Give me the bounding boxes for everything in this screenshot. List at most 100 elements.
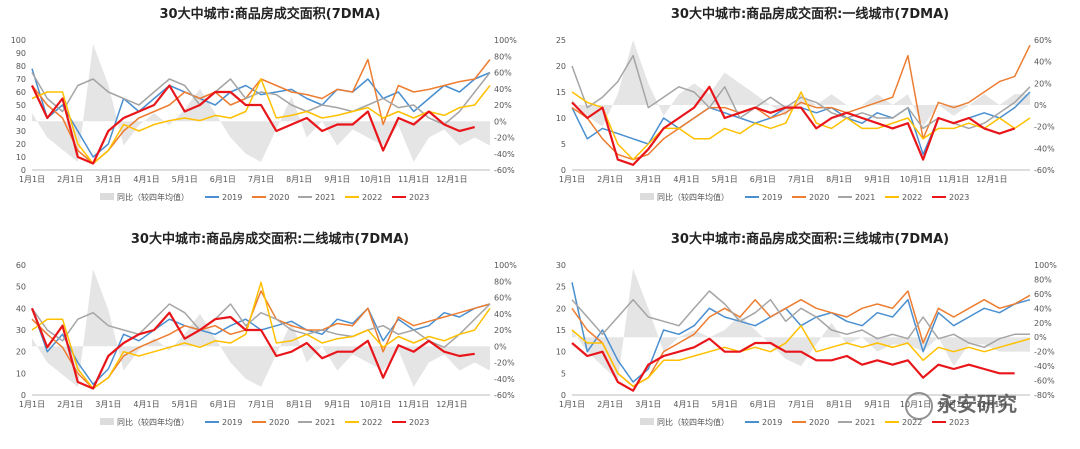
legend-swatch (100, 193, 114, 200)
x-tick-label: 2月1日 (597, 175, 623, 184)
x-tick-label: 3月1日 (95, 175, 121, 184)
y2-tick-label: 80% (1034, 275, 1052, 284)
legend-label: 同比（较四年均值） (657, 417, 729, 427)
series-line-2022 (31, 78, 491, 165)
y2-tick-label: -20% (494, 359, 515, 368)
chart-panel-tier1: 30大中城市:商品房成交面积:一线城市(7DMA) 0 5 10 15 20 25 -60% -… (540, 0, 1080, 224)
x-tick-label: 7月1日 (788, 175, 814, 184)
x-tick-label: 7月1日 (788, 400, 814, 409)
x-tick-label: 12月1日 (976, 400, 1007, 409)
x-tick-label: 10月1日 (900, 175, 931, 184)
series-line-2023 (31, 84, 475, 165)
legend-label: 2023 (949, 193, 969, 202)
y-tick-label: 100 (11, 36, 26, 45)
x-tick-label: 8月1日 (826, 175, 852, 184)
series-line-2020 (571, 44, 1031, 161)
legend-label: 2021 (855, 193, 875, 202)
watermark: 永安研究 (905, 388, 1017, 420)
y2-tick-label: 80% (494, 52, 512, 61)
y-tick-label: 10 (16, 369, 26, 378)
x-tick-label: 6月1日 (750, 175, 776, 184)
y-tick-label: 20 (16, 348, 26, 357)
x-tick-label: 3月1日 (95, 400, 121, 409)
y-tick-label: 0 (21, 391, 26, 400)
legend-label: 2019 (222, 418, 242, 427)
y2-tick-label: 0% (1034, 333, 1047, 342)
y2-tick-label: 60% (1034, 290, 1052, 299)
chart-tier2-svg: 30大中城市:商品房成交面积:二线城市(7DMA) 0 10 20 30 40 50 60 -6… (16, 231, 517, 427)
chart-tier1-svg: 30大中城市:商品房成交面积:一线城市(7DMA) 0 5 10 15 20 25 -60% -… (556, 6, 1055, 202)
x-tick-label: 7月1日 (248, 175, 274, 184)
x-tick-label: 1月1日 (559, 175, 585, 184)
chart-title: 30大中城市:商品房成交面积(7DMA) (159, 6, 380, 22)
y2-tick-label: 0% (494, 117, 507, 126)
y2-tick-label: 20% (494, 326, 512, 335)
series-line-2023 (571, 337, 1015, 392)
series-line-2021 (31, 72, 491, 126)
x-tick-label: 4月1日 (133, 175, 159, 184)
y2-tick-label: -40% (494, 150, 515, 159)
legend-label: 2020 (269, 418, 289, 427)
y2-tick-label: 0% (1034, 101, 1047, 110)
y2-tick-label: 40% (494, 310, 512, 319)
y2-tick-label: -40% (1034, 362, 1055, 371)
legend-swatch (100, 418, 114, 425)
y2-tick-label: -40% (494, 375, 515, 384)
legend-label: 2020 (809, 193, 829, 202)
y-tick-label: 5 (561, 369, 566, 378)
y2-tick-label: 100% (494, 36, 517, 45)
wechat-icon (905, 391, 933, 420)
x-tick-label: 4月1日 (673, 400, 699, 409)
y-tick-label: 20 (16, 140, 26, 149)
legend-label: 2019 (762, 418, 782, 427)
legend-label: 2022 (902, 418, 922, 427)
series-line-2023 (30, 307, 475, 390)
x-tick-label: 12月1日 (436, 175, 467, 184)
x-tick-label: 5月1日 (712, 175, 738, 184)
chart-title: 30大中城市:商品房成交面积:二线城市(7DMA) (131, 231, 409, 247)
y2-tick-label: 100% (494, 261, 517, 270)
y2-tick-label: 80% (494, 277, 512, 286)
chart-panel-total: 30大中城市:商品房成交面积(7DMA) 0 10 20 30 40 50 60 70 80 90 1… (0, 0, 540, 224)
watermark-text: 永安研究 (937, 392, 1017, 416)
x-tick-label: 1月1日 (19, 175, 45, 184)
series-yoy-area (572, 268, 1030, 381)
series-line-2022 (571, 324, 1031, 388)
x-tick-label: 6月1日 (210, 400, 236, 409)
legend-label: 2022 (902, 193, 922, 202)
y2-tick-label: 40% (1034, 304, 1052, 313)
series-yoy-area (572, 40, 1030, 127)
x-tick-label: 12月1日 (436, 400, 467, 409)
series-yoy-area (32, 44, 490, 162)
x-tick-label: 11月1日 (938, 400, 969, 409)
y2-tick-label: 100% (1034, 261, 1057, 270)
legend-label: 2023 (409, 193, 429, 202)
x-tick-label: 2月1日 (57, 400, 83, 409)
legend-label: 2023 (409, 418, 429, 427)
y-tick-label: 40 (16, 304, 26, 313)
legend-label: 2023 (949, 418, 969, 427)
y2-tick-label: 40% (1034, 58, 1052, 67)
legend-label: 2022 (362, 418, 382, 427)
legend-label: 同比（较四年均值） (117, 417, 189, 427)
x-tick-label: 1月1日 (19, 400, 45, 409)
x-tick-label: 10月1日 (360, 400, 391, 409)
y2-tick-label: 20% (494, 101, 512, 110)
x-tick-label: 11月1日 (398, 175, 429, 184)
y-tick-label: 0 (561, 166, 566, 175)
series-line-2022 (31, 281, 491, 390)
y-tick-label: 70 (16, 75, 26, 84)
x-tick-label: 6月1日 (750, 400, 776, 409)
y2-tick-label: 60% (1034, 36, 1052, 45)
y2-tick-label: 20% (1034, 319, 1052, 328)
y2-tick-label: 0% (494, 342, 507, 351)
y-tick-label: 10 (556, 114, 566, 123)
chart-panel-tier3: 30大中城市:商品房成交面积:三线城市(7DMA) 0 5 10 15 20 25 30 -80… (540, 225, 1080, 449)
y2-tick-label: -60% (1034, 377, 1055, 386)
legend-label: 2021 (855, 418, 875, 427)
x-tick-label: 8月1日 (286, 175, 312, 184)
chart-title: 30大中城市:商品房成交面积:三线城市(7DMA) (671, 231, 949, 247)
y-tick-label: 60 (16, 88, 26, 97)
y-tick-label: 20 (556, 304, 566, 313)
y2-tick-label: 20% (1034, 79, 1052, 88)
